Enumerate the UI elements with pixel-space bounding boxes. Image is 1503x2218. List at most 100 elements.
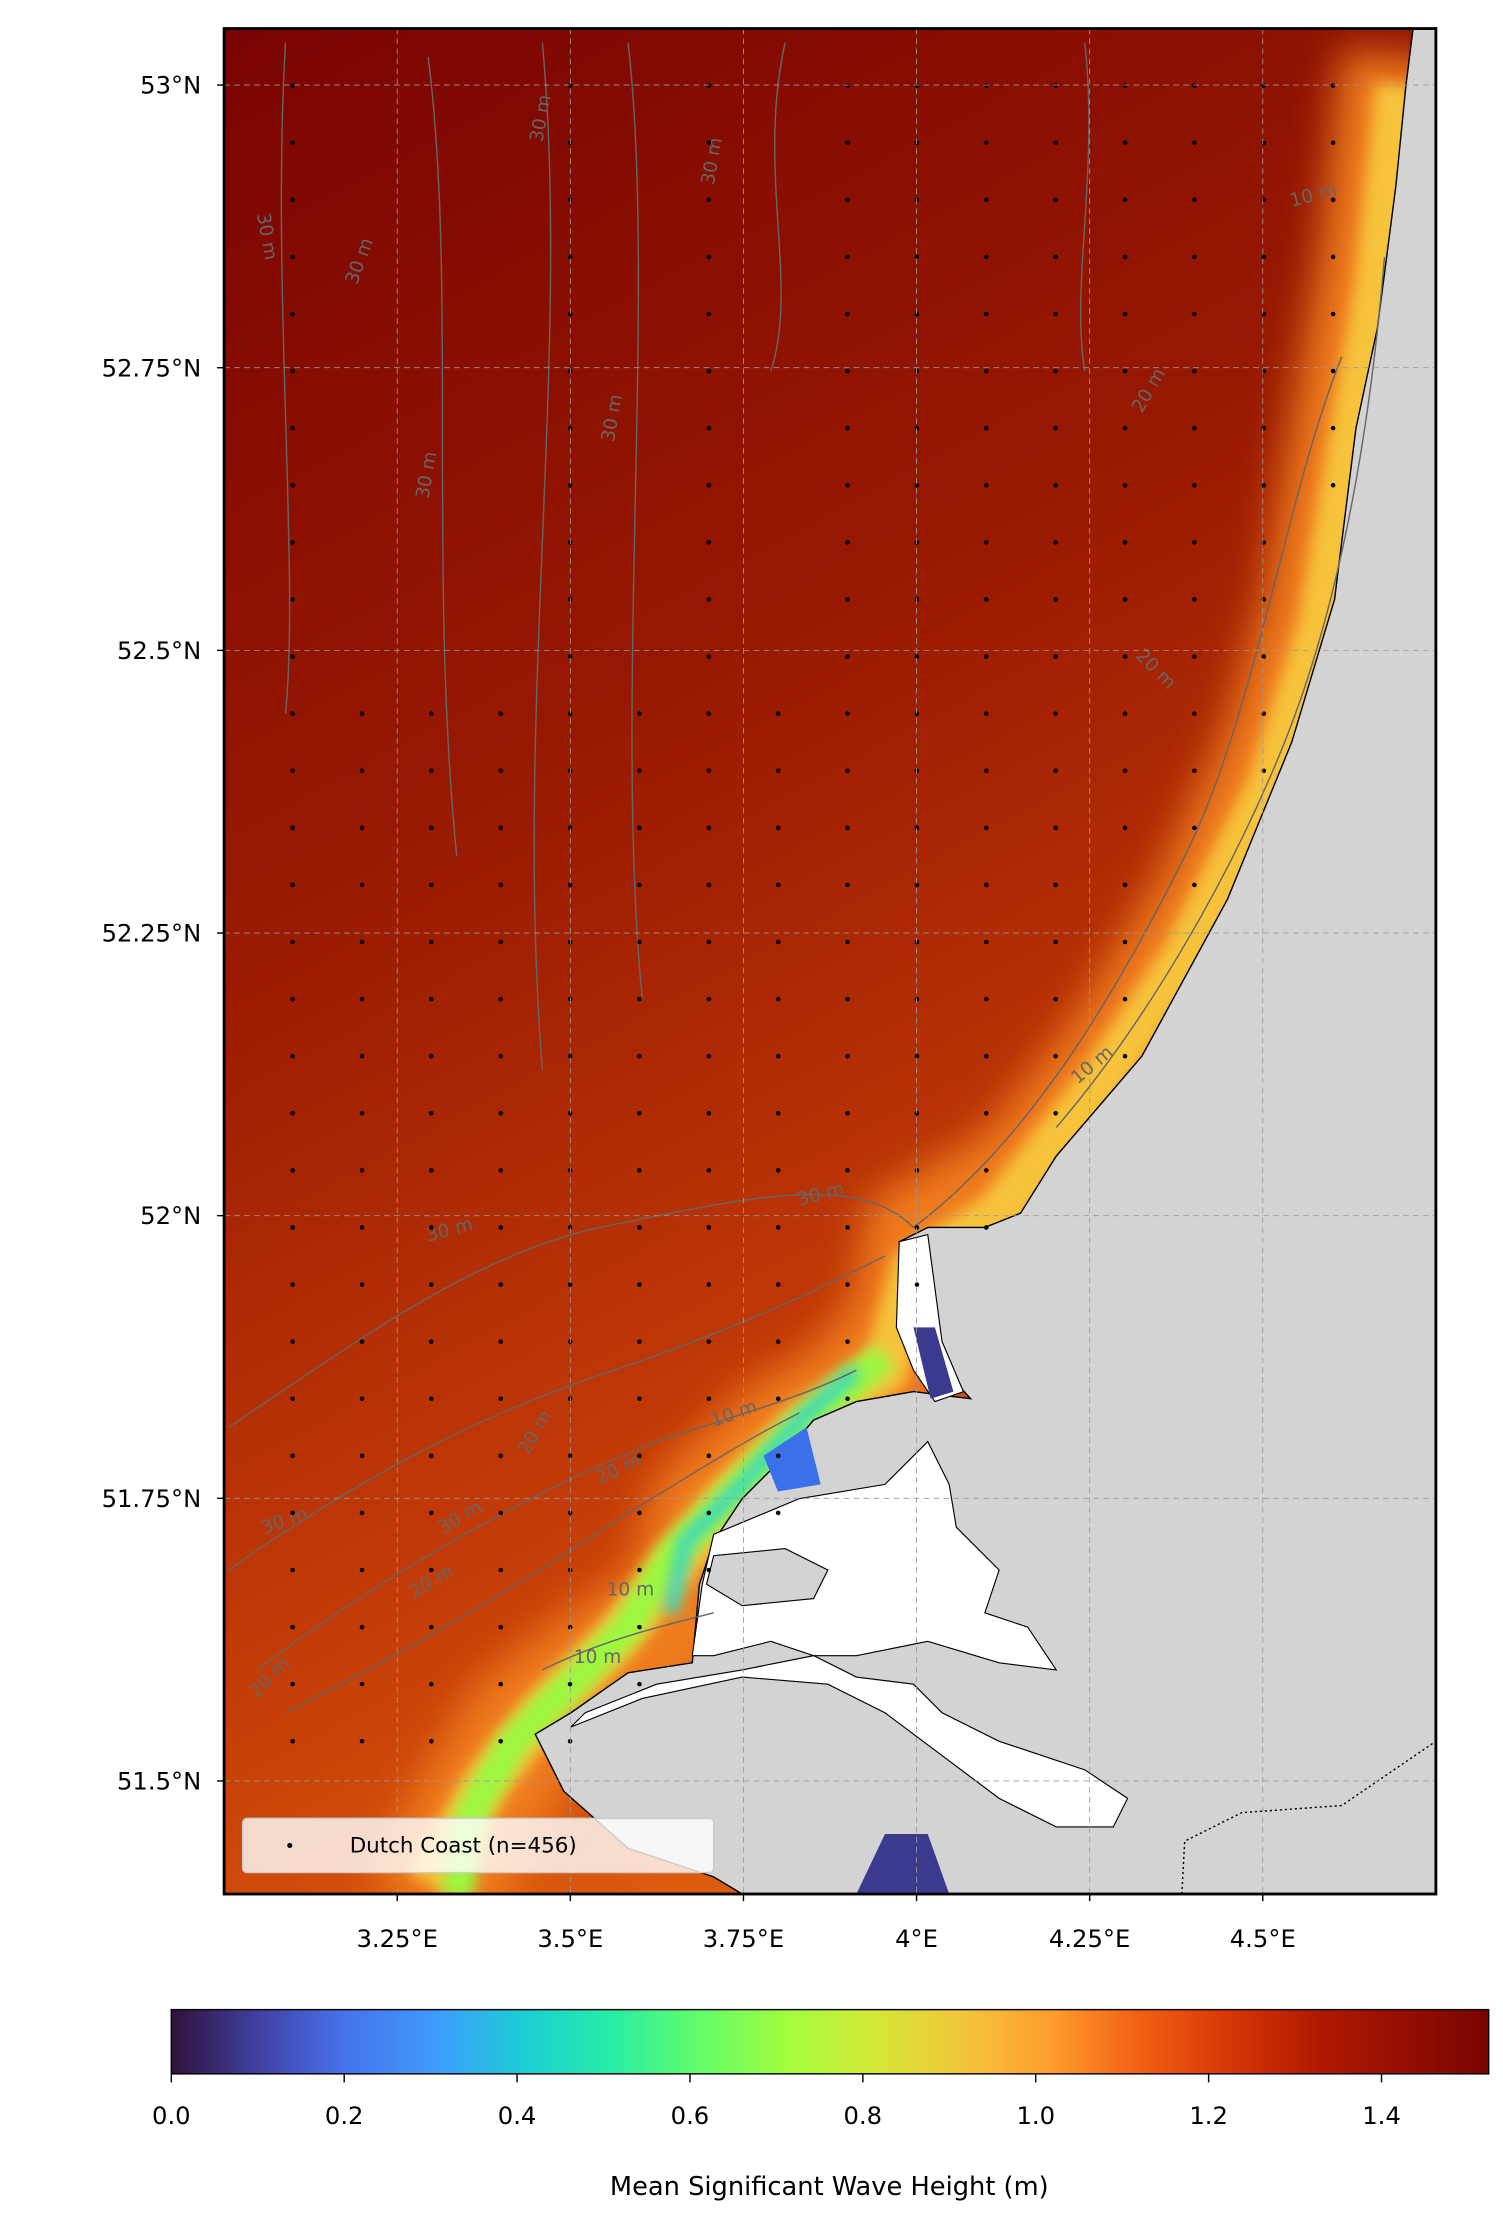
observation-point: [775, 1225, 781, 1230]
observation-point: [1053, 825, 1058, 831]
observation-point: [984, 825, 989, 831]
observation-point: [845, 197, 850, 203]
observation-point: [359, 768, 365, 774]
observation-point: [706, 939, 712, 945]
observation-point: [1053, 197, 1058, 203]
observation-point: [290, 768, 295, 774]
observation-point: [637, 711, 642, 716]
observation-point: [290, 1339, 295, 1344]
observation-point: [1192, 140, 1197, 146]
observation-point: [1053, 768, 1058, 774]
colorbar-tick-label: 1.4: [1362, 2101, 1401, 2130]
observation-point: [498, 1225, 504, 1230]
observation-point: [498, 882, 504, 888]
observation-point: [706, 825, 712, 831]
observation-point: [1122, 140, 1128, 146]
contour-label: 10 m: [607, 1580, 655, 1601]
observation-point: [359, 939, 365, 945]
observation-point: [498, 1453, 504, 1459]
observation-point: [1053, 140, 1058, 146]
observation-point: [1053, 1053, 1058, 1059]
observation-point: [1122, 996, 1128, 1002]
observation-point: [706, 1567, 712, 1573]
observation-point: [914, 1053, 920, 1059]
observation-point: [845, 368, 850, 374]
observation-point: [637, 1225, 642, 1230]
observation-point: [290, 882, 295, 888]
observation-point: [1192, 83, 1197, 88]
observation-point: [984, 939, 989, 945]
observation-point: [429, 882, 434, 888]
observation-point: [290, 1225, 295, 1230]
observation-point: [706, 83, 712, 88]
observation-point: [984, 425, 989, 431]
colorbar-tick-label: 1.0: [1016, 2101, 1055, 2130]
observation-point: [845, 254, 850, 260]
map-area: 30 m 30 m30 m30 m30 m30 m30 m30 m30 m 30 m…: [224, 28, 1436, 1895]
observation-point: [1192, 882, 1197, 888]
observation-point: [429, 1110, 434, 1116]
observation-point: [429, 939, 434, 945]
y-tick-label: 52°N: [140, 1201, 201, 1230]
observation-point: [637, 996, 642, 1002]
observation-point: [359, 1396, 365, 1402]
observation-point: [1192, 482, 1197, 488]
observation-point: [637, 825, 642, 831]
observation-point: [290, 1168, 295, 1173]
observation-point: [498, 1168, 504, 1173]
observation-point: [1192, 254, 1197, 260]
observation-point: [498, 1681, 504, 1687]
observation-point: [914, 882, 920, 888]
observation-point: [1192, 654, 1197, 659]
observation-point: [637, 1339, 642, 1344]
observation-point: [845, 311, 850, 317]
observation-point: [498, 1053, 504, 1059]
observation-point: [359, 1510, 365, 1516]
observation-point: [429, 1681, 434, 1687]
y-tick-label: 52.5°N: [117, 636, 201, 665]
observation-point: [1122, 768, 1128, 774]
observation-point: [706, 1339, 712, 1344]
observation-point: [637, 1110, 642, 1116]
observation-point: [1053, 540, 1058, 545]
observation-point: [290, 711, 295, 716]
observation-point: [845, 597, 850, 602]
observation-point: [290, 1739, 295, 1744]
observation-point: [290, 1681, 295, 1687]
observation-point: [290, 197, 295, 203]
observation-point: [359, 1567, 365, 1573]
observation-point: [1330, 254, 1336, 260]
observation-point: [775, 768, 781, 774]
observation-point: [290, 311, 295, 317]
y-tick-label: 51.75°N: [102, 1484, 202, 1513]
observation-point: [359, 996, 365, 1002]
observation-point: [359, 1282, 365, 1287]
observation-point: [845, 540, 850, 545]
observation-point: [845, 768, 850, 774]
observation-point: [429, 768, 434, 774]
observation-point: [845, 996, 850, 1002]
observation-point: [290, 368, 295, 374]
observation-point: [775, 996, 781, 1002]
observation-point: [775, 1510, 781, 1516]
observation-point: [1122, 1053, 1128, 1059]
observation-point: [567, 1110, 573, 1116]
legend-box: [241, 1817, 715, 1874]
observation-point: [498, 711, 504, 716]
observation-point: [1261, 711, 1267, 716]
observation-point: [1122, 939, 1128, 945]
observation-point: [984, 368, 989, 374]
observation-point: [706, 311, 712, 317]
observation-point: [845, 711, 850, 716]
observation-point: [498, 1282, 504, 1287]
observation-point: [706, 654, 712, 659]
observation-point: [914, 83, 920, 88]
observation-point: [429, 1739, 434, 1744]
contour-label: 10 m: [574, 1647, 622, 1668]
observation-point: [567, 1453, 573, 1459]
x-tick-label: 3.75°E: [703, 1924, 784, 1953]
observation-point: [1261, 254, 1267, 260]
observation-point: [1261, 540, 1267, 545]
observation-point: [637, 1282, 642, 1287]
observation-point: [1122, 311, 1128, 317]
